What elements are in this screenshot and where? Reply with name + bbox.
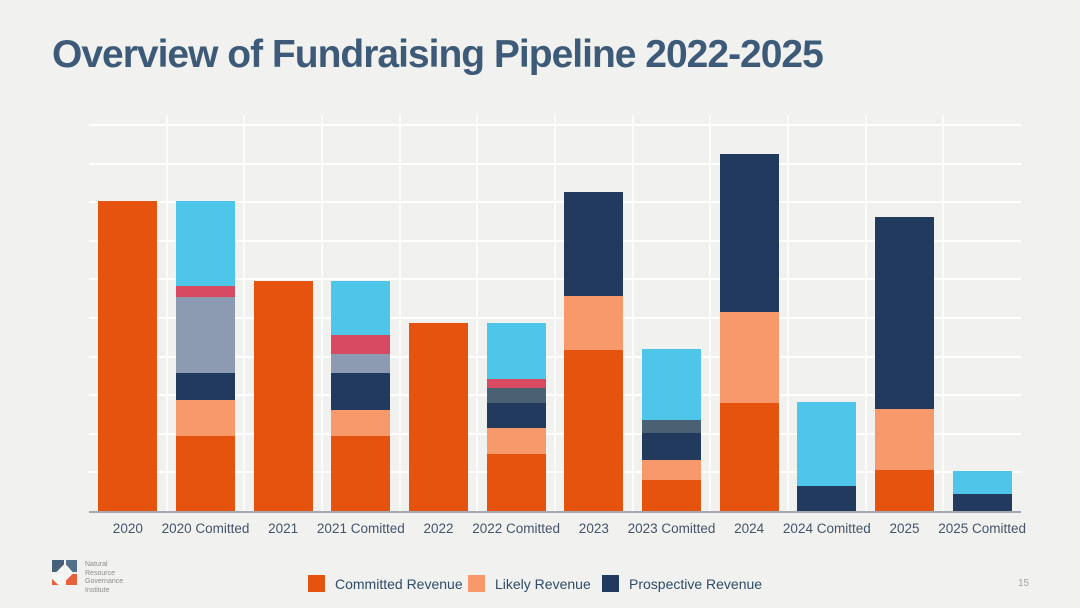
x-axis-label: 2020 Comitted	[161, 521, 250, 536]
segment-committed	[253, 280, 313, 511]
x-axis-label: 2023 Comitted	[627, 521, 716, 536]
segment-prospective	[176, 373, 235, 401]
segment-crimson	[331, 335, 391, 355]
x-axis-label: 2022	[423, 521, 454, 536]
segment-prospective	[331, 373, 391, 411]
x-axis-label: 2024 Comitted	[782, 521, 871, 536]
segment-bluegray	[331, 354, 391, 374]
segment-slate	[642, 419, 701, 434]
plot-area	[89, 115, 1021, 513]
segment-likely	[875, 409, 934, 471]
logo-square-top-right	[65, 560, 77, 572]
x-axis-label: 2023	[578, 521, 609, 536]
bar-2025	[875, 217, 934, 511]
gridline-vertical	[631, 115, 634, 511]
legend-swatch-committed	[308, 575, 325, 592]
segment-lightblue	[642, 348, 701, 420]
x-axis-label: 2025	[889, 521, 920, 536]
x-axis-label: 2021 Comitted	[316, 521, 405, 536]
gridline-vertical	[787, 115, 789, 511]
segment-committed	[331, 436, 391, 511]
x-axis-label: 2020	[112, 521, 143, 536]
logo-text: Natural Resource Governance Institute	[85, 561, 124, 594]
gridline-vertical	[864, 115, 867, 511]
segment-prospective	[952, 494, 1012, 511]
gridline-vertical	[554, 115, 556, 511]
bar-2024-comitted	[797, 401, 857, 511]
bar-2021	[253, 280, 313, 511]
segment-committed	[875, 470, 934, 511]
gridline-vertical	[398, 115, 401, 511]
x-axis-label: 2025 Comitted	[938, 521, 1027, 536]
segment-prospective	[642, 433, 701, 461]
bar-2023	[564, 192, 624, 511]
legend-label: Prospective Revenue	[629, 575, 763, 592]
page-number: 15	[1018, 578, 1030, 589]
bar-2020	[98, 201, 158, 511]
gridline-vertical	[709, 115, 712, 511]
segment-crimson	[486, 379, 546, 388]
gridline-vertical	[321, 115, 323, 511]
segment-likely	[486, 428, 546, 454]
logo-square-bottom-left	[52, 573, 64, 585]
gridline-vertical	[243, 115, 246, 511]
x-axis-label: 2024	[734, 521, 765, 536]
segment-likely	[331, 410, 391, 437]
segment-committed	[176, 436, 235, 511]
segment-crimson	[176, 286, 235, 298]
segment-likely	[719, 311, 779, 403]
segment-lightblue	[331, 281, 391, 336]
x-axis-label: 2022 Comitted	[472, 521, 561, 536]
bar-2022-comitted	[486, 323, 546, 511]
legend-swatch-prospective	[602, 575, 619, 592]
bar-2024	[719, 153, 779, 511]
x-axis-labels: 2020 2020 Comitted 2021 2021 Comitted 2022 20…	[89, 521, 1026, 541]
chart-legend: Committed Revenue Likely Revenue Prospec…	[0, 575, 1080, 597]
segment-committed	[719, 402, 779, 511]
legend-item-prospective: Prospective Revenue	[602, 575, 762, 592]
logo-square-bottom-right	[65, 573, 77, 585]
segment-lightblue	[797, 401, 857, 486]
segment-prospective	[486, 402, 546, 429]
x-axis-label: 2021	[268, 521, 299, 536]
gridline-vertical	[165, 115, 168, 511]
legend-label: Likely Revenue	[495, 575, 591, 592]
segment-lightblue	[176, 201, 235, 287]
segment-prospective	[875, 217, 934, 410]
bar-2020-comitted	[176, 201, 235, 511]
segment-likely	[642, 460, 701, 481]
legend-label: Committed Revenue	[335, 575, 463, 592]
slide-title: Overview of Fundraising Pipeline 2022-20…	[52, 33, 824, 76]
segment-committed	[486, 453, 546, 511]
x-axis-line	[89, 511, 1021, 513]
segment-committed	[409, 323, 468, 511]
segment-prospective	[564, 192, 624, 297]
segment-lightblue	[952, 470, 1012, 495]
segment-likely	[564, 296, 624, 351]
bar-2023-comitted	[642, 348, 701, 511]
segment-slate	[486, 387, 546, 403]
gridline-vertical	[476, 115, 479, 511]
nrgi-logo-icon	[52, 560, 77, 585]
segment-prospective	[719, 153, 779, 312]
segment-committed	[642, 480, 701, 511]
legend-swatch-likely	[468, 575, 485, 592]
gridline-vertical	[942, 115, 945, 511]
segment-committed	[564, 350, 624, 511]
segment-committed	[98, 201, 158, 511]
legend-item-committed: Committed Revenue	[308, 575, 463, 592]
segment-likely	[176, 400, 235, 437]
nrgi-logo-block: Natural Resource Governance Institute	[52, 560, 123, 595]
segment-bluegray	[176, 297, 235, 374]
logo-square-top-left	[52, 560, 64, 572]
segment-lightblue	[486, 323, 546, 380]
segment-prospective	[797, 485, 857, 511]
bar-2025-comitted	[952, 470, 1012, 511]
bar-2021-comitted	[331, 281, 391, 511]
bar-2022	[409, 323, 468, 511]
legend-item-likely: Likely Revenue	[468, 575, 591, 592]
